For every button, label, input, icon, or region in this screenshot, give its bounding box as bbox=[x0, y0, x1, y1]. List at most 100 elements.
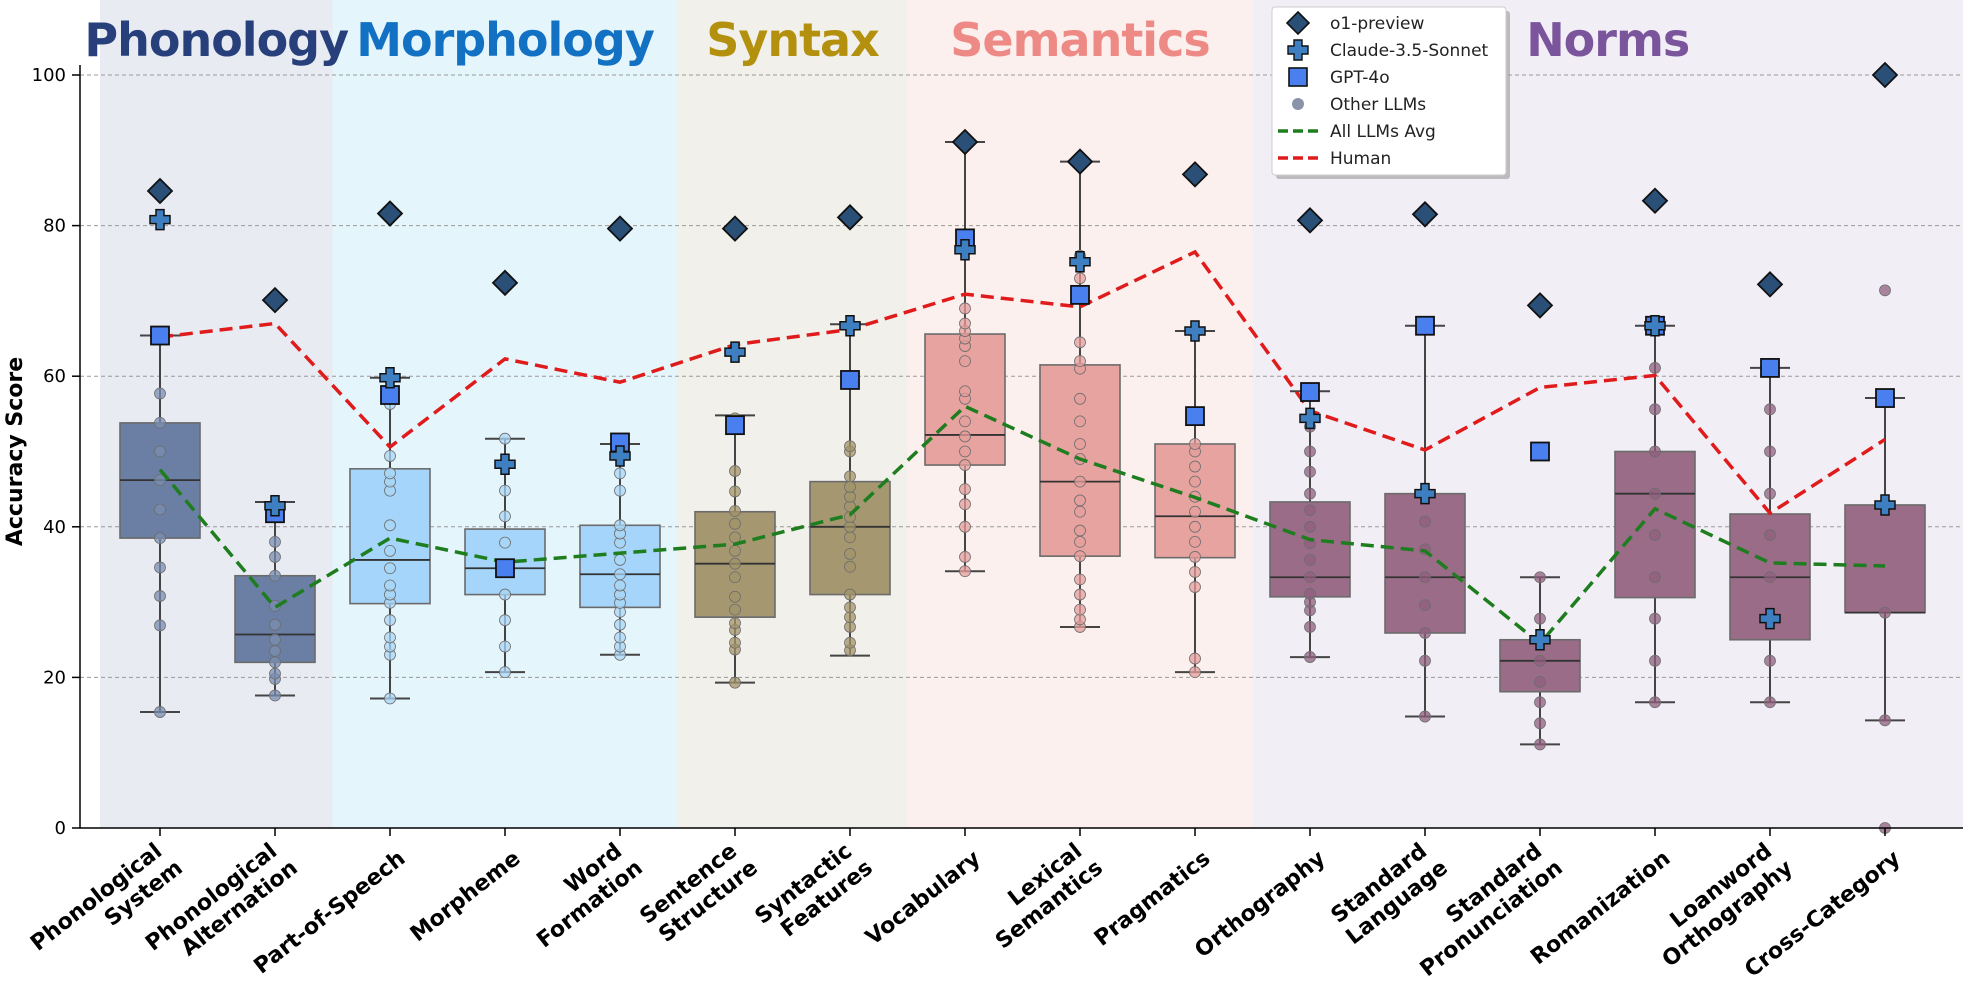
legend-item-other-llms: Other LLMs bbox=[1292, 95, 1426, 115]
o1-preview-marker bbox=[1066, 148, 1094, 175]
model-markers bbox=[146, 61, 1899, 651]
other-llm-point bbox=[1649, 362, 1661, 374]
other-llm-point bbox=[844, 588, 856, 601]
claude-3-5-sonnet-marker bbox=[149, 208, 171, 231]
other-llm-point bbox=[1649, 654, 1661, 667]
other-llm-point bbox=[1534, 571, 1546, 584]
other-llm-point bbox=[1189, 438, 1201, 450]
other-llm-point bbox=[729, 544, 741, 557]
other-llm-point bbox=[384, 544, 396, 557]
gpt-4o-marker bbox=[1415, 315, 1435, 336]
other-llm-point bbox=[1879, 714, 1891, 727]
y-tick-label-60: 60 bbox=[43, 366, 66, 387]
other-llm-point bbox=[959, 520, 971, 533]
other-llm-point bbox=[1534, 738, 1546, 751]
gpt-4o-marker bbox=[1530, 441, 1550, 462]
legend-item-all-llms-avg: All LLMs Avg bbox=[1278, 122, 1436, 142]
other-llm-point bbox=[384, 692, 396, 705]
y-tick-label-0: 0 bbox=[55, 818, 66, 839]
other-llm-point bbox=[1764, 571, 1776, 584]
other-llm-point bbox=[1304, 504, 1316, 517]
other-llm-point bbox=[384, 467, 396, 480]
other-llm-point bbox=[844, 531, 856, 544]
gpt-4o-marker bbox=[150, 325, 170, 346]
category-group-titles: Phonology Morphology Syntax Semantics Norms bbox=[84, 13, 1690, 67]
other-llm-point bbox=[844, 601, 856, 614]
o1-preview-marker bbox=[836, 204, 864, 231]
other-llm-point bbox=[1074, 392, 1086, 405]
other-llm-point bbox=[959, 445, 971, 458]
o1-preview-marker bbox=[1296, 207, 1324, 234]
other-llm-point bbox=[269, 569, 281, 582]
other-llm-point bbox=[1189, 566, 1201, 578]
o1-preview-marker bbox=[1756, 271, 1784, 298]
other-llm-point bbox=[1764, 529, 1776, 541]
other-llm-point bbox=[844, 611, 856, 624]
other-llm-point bbox=[499, 666, 511, 679]
other-llm-point bbox=[1074, 603, 1086, 616]
claude-3-5-sonnet-marker bbox=[1759, 607, 1781, 630]
other-llm-point bbox=[614, 631, 626, 644]
y-tick-label-40: 40 bbox=[43, 517, 66, 538]
other-llm-point bbox=[1074, 355, 1086, 368]
other-llm-point bbox=[1074, 438, 1086, 450]
other-llm-point bbox=[1304, 520, 1316, 533]
other-llm-point bbox=[154, 561, 166, 574]
group-band-morphology bbox=[332, 0, 678, 828]
o1-preview-marker bbox=[1526, 292, 1554, 319]
legend-label: Claude-3.5-Sonnet bbox=[1330, 41, 1489, 61]
gpt-4o-marker bbox=[1070, 284, 1090, 305]
other-llm-point bbox=[1304, 465, 1316, 478]
other-llm-point bbox=[1189, 666, 1201, 679]
other-llm-point bbox=[614, 519, 626, 532]
other-llm-point bbox=[269, 535, 281, 548]
other-llm-point bbox=[1534, 676, 1546, 688]
other-llm-point bbox=[844, 490, 856, 503]
other-llm-point bbox=[1879, 606, 1891, 619]
other-llm-point bbox=[729, 465, 741, 477]
other-llm-point bbox=[269, 689, 281, 702]
other-llm-point bbox=[1074, 535, 1086, 548]
other-llm-point bbox=[1074, 415, 1086, 428]
all-llms-avg-line bbox=[158, 404, 1886, 646]
other-llm-point bbox=[959, 302, 971, 315]
other-llm-point bbox=[499, 614, 511, 627]
o1-preview-marker bbox=[491, 269, 519, 297]
other-llm-point bbox=[154, 590, 166, 602]
other-llm-point bbox=[154, 387, 166, 400]
other-llm-point bbox=[844, 470, 856, 483]
legend-plus-icon bbox=[1287, 39, 1309, 61]
claude-3-5-sonnet-marker bbox=[954, 238, 976, 261]
other-llm-point bbox=[959, 459, 971, 471]
other-llm-point bbox=[729, 676, 741, 689]
other-llm-point bbox=[269, 645, 281, 657]
human-line bbox=[159, 249, 1886, 516]
o1-preview-marker bbox=[1181, 161, 1209, 188]
y-tick-label-100: 100 bbox=[32, 65, 66, 86]
legend-label: All LLMs Avg bbox=[1330, 122, 1436, 142]
other-llm-point bbox=[1304, 651, 1316, 663]
other-llms-points bbox=[154, 249, 1891, 834]
other-llm-point bbox=[269, 633, 281, 646]
other-llm-point bbox=[729, 590, 741, 603]
other-llm-point bbox=[844, 621, 856, 633]
other-llm-point bbox=[1764, 487, 1776, 500]
other-llm-point bbox=[1189, 475, 1201, 488]
other-llm-point bbox=[1649, 696, 1661, 709]
other-llm-point bbox=[844, 440, 856, 453]
box-iqr bbox=[1844, 504, 1926, 614]
other-llm-point bbox=[1189, 551, 1201, 563]
box-iqr bbox=[1384, 492, 1466, 634]
other-llm-point bbox=[1189, 652, 1201, 665]
other-llm-point bbox=[1419, 571, 1431, 584]
other-llm-point bbox=[844, 548, 856, 560]
legend-item-claude-3-5-sonnet: Claude-3.5-Sonnet bbox=[1287, 39, 1489, 61]
gpt-4o-marker bbox=[1300, 382, 1320, 402]
other-llm-point bbox=[729, 485, 741, 498]
legend-label: GPT-4o bbox=[1330, 68, 1390, 88]
other-llm-point bbox=[1764, 403, 1776, 416]
other-llm-point bbox=[1189, 581, 1201, 593]
legend-box bbox=[1271, 6, 1507, 176]
gpt-4o-marker bbox=[1185, 406, 1205, 427]
legend-square-icon bbox=[1288, 67, 1308, 87]
